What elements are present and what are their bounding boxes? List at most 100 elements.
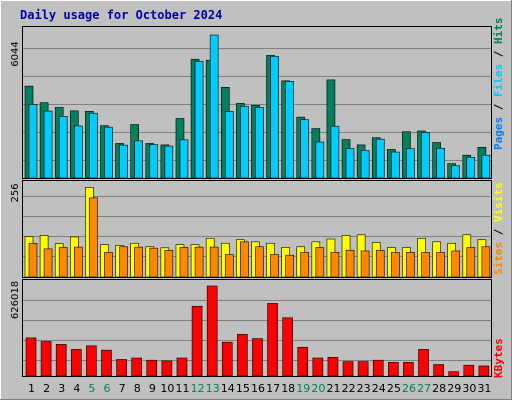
x-tick-label-30: 30 [462,382,476,395]
files-bar-1 [28,104,38,179]
files-bar-9 [149,144,159,179]
x-tick-label-25: 25 [387,382,401,395]
sites-bar-29 [451,250,461,278]
legend-separator: / [492,222,505,242]
x-tick-label-23: 23 [357,382,371,395]
kbytes-bar-22 [342,361,354,377]
sites-bar-18 [285,254,294,278]
files-bar-17 [270,56,279,179]
kbytes-bar-16 [252,338,263,377]
files-bar-16 [255,107,264,179]
files-bar-30 [466,157,476,179]
files-bar-28 [436,147,445,179]
sites-bar-4 [73,246,83,278]
files-bar-19 [300,119,310,179]
x-tick-label-26: 26 [402,382,416,395]
files-bar-29 [451,165,461,179]
x-tick-label-28: 28 [432,382,446,395]
files-bar-25 [391,151,400,179]
sites-bar-13 [209,246,219,278]
kbytes-bar-20 [312,357,324,377]
x-tick-labels: 1 2 3 4 5 6 7 8 9 10 11 12 13 14 15 16 17 18 19 20 21 22 23 24 2… [28,382,491,395]
sites-bar-9 [149,247,159,278]
kbytes-bar-8 [131,357,142,377]
legend-hits: Hits [492,18,505,45]
x-tick-label-5: 5 [88,382,95,395]
legend-separator: / [492,97,505,117]
legend-kbytes: KBytes [492,338,505,378]
sites-bar-30 [466,247,476,278]
legend-kbytes: KBytes [492,338,505,378]
kbytes-bar-31 [478,365,490,377]
files-bar-7 [119,144,128,179]
files-bar-4 [73,125,83,179]
sites-bar-17 [270,254,279,278]
x-tick-label-31: 31 [477,382,491,395]
sites-bar-1 [28,242,38,278]
kbytes-bar-19 [297,346,309,377]
kbytes-bar-26 [403,362,414,377]
sites-bar-7 [119,246,128,278]
legend-sites: Sites [492,242,505,275]
x-tick-label-12: 12 [191,382,205,395]
sites-bar-19 [300,252,310,278]
kbytes-bar-1 [25,337,37,377]
files-bar-18 [285,81,294,179]
kbytes-bar-23 [357,361,369,377]
x-tick-label-24: 24 [372,382,386,395]
x-tick-label-6: 6 [104,382,111,395]
kbytes-bar-7 [116,359,127,377]
x-tick-label-14: 14 [221,382,235,395]
files-bar-13 [209,34,219,179]
bar-marks [24,34,491,377]
kbytes-bar-17 [267,303,278,377]
sites-bar-6 [104,252,113,278]
kbytes-bar-11 [176,357,188,377]
sites-bar-27 [421,252,430,278]
kbytes-bar-13 [206,285,218,377]
x-tick-label-29: 29 [447,382,461,395]
x-tick-label-27: 27 [417,382,431,395]
x-tick-label-19: 19 [296,382,310,395]
x-tick-label-17: 17 [266,382,280,395]
x-tick-label-20: 20 [311,382,325,395]
files-bar-10 [164,145,174,179]
sites-bar-22 [345,249,355,278]
files-bar-23 [360,150,370,179]
kbytes-bar-9 [146,359,158,377]
legends: Pages / Files / Hits Sites / Visits KBytes [492,18,505,379]
legend-separator: / [492,44,505,64]
x-tick-label-7: 7 [119,382,126,395]
kbytes-bar-30 [463,364,475,377]
files-bar-11 [179,139,189,179]
x-tick-label-13: 13 [206,382,220,395]
files-bar-21 [330,125,340,179]
sites-bar-3 [58,247,68,278]
x-tick-label-10: 10 [160,382,174,395]
kbytes-bar-14 [221,341,233,377]
kbytes-bar-6 [101,349,112,377]
legend-visits: Visits [492,182,505,222]
files-bar-2 [43,110,53,179]
x-tick-label-2: 2 [43,382,50,395]
x-tick-label-9: 9 [149,382,156,395]
sites-bar-26 [406,252,415,278]
files-bar-24 [375,138,385,179]
kbytes-bar-5 [86,345,97,377]
sites-bar-16 [255,246,264,278]
files-bar-8 [134,140,143,179]
x-tick-label-18: 18 [281,382,295,395]
legend-pages: Pages [492,117,505,150]
sites-bar-11 [179,247,189,278]
kbytes-bar-3 [55,344,67,377]
legend-sites-visits: Sites / Visits [492,182,505,275]
sites-bar-23 [360,250,370,278]
sites-bar-2 [43,248,53,278]
sites-bar-5 [89,197,98,278]
sites-bar-12 [194,246,204,278]
files-bar-6 [104,126,113,179]
sites-bar-15 [240,241,249,278]
x-tick-label-1: 1 [28,382,35,395]
